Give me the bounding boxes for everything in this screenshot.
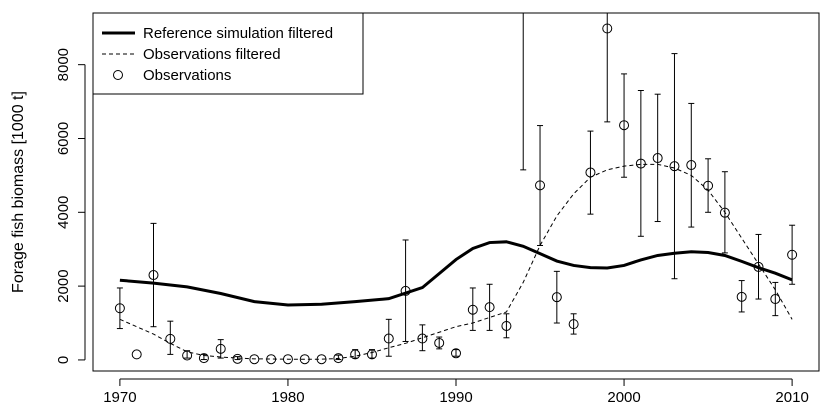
observation-point-1974 [182,350,193,361]
observation-point-1971 [131,349,142,360]
observation-point-1988 [417,333,428,344]
observations-filtered-line [119,163,793,360]
x-tick-label-1990: 1990 [439,389,472,406]
observation-point-1993 [501,320,512,331]
x-axis: 1970 1980 1990 2000 2010 [103,378,809,406]
y-tick-label-2000: 2000 [55,269,72,302]
observation-point-2010 [787,249,798,260]
observation-point-1995 [535,180,546,191]
observation-point-2007 [736,291,747,302]
observation-point-1981 [299,354,310,365]
observation-point-1986 [383,333,394,344]
observation-point-1992 [484,302,495,313]
observation-point-1972 [148,270,159,281]
legend: Reference simulation filtered Observatio… [92,12,364,95]
x-tick-label-2000: 2000 [607,389,640,406]
observation-point-1975 [198,353,209,364]
observation-point-1979 [266,354,277,365]
observation-point-2005 [703,180,714,191]
observation-point-1980 [282,354,293,365]
observation-point-1973 [165,333,176,344]
observation-point-1985 [366,349,377,360]
observation-point-1997 [568,319,579,330]
observation-point-1984 [350,349,361,360]
observation-point-1982 [316,354,327,365]
observation-points [114,23,798,365]
error-bars [116,13,796,361]
observation-point-1977 [232,353,243,364]
y-axis: 0 2000 4000 6000 8000 [55,48,86,364]
observation-point-1976 [215,343,226,354]
legend-box [92,12,364,95]
observation-point-1998 [585,167,596,178]
x-tick-label-1970: 1970 [103,389,136,406]
observation-point-2006 [719,207,730,218]
plot-frame [92,12,820,372]
legend-label-reference-simulation: Reference simulation filtered [143,25,333,42]
observation-point-2004 [686,160,697,171]
y-tick-label-4000: 4000 [55,196,72,229]
observation-point-1978 [249,354,260,365]
legend-label-observations: Observations [143,67,231,84]
observation-point-2009 [770,294,781,305]
observation-point-2002 [652,153,663,164]
legend-key-observations [113,70,123,80]
observation-point-2000 [619,120,630,131]
observation-point-1996 [551,292,562,303]
observation-point-1999 [602,23,613,34]
y-axis-title: Forage fish biomass [1000 t] [10,91,27,293]
observation-point-1990 [451,348,461,359]
y-tick-label-0: 0 [55,356,72,364]
x-tick-label-1980: 1980 [271,389,304,406]
observation-point-1987 [400,285,411,296]
observation-point-1970 [114,303,125,314]
observation-point-2003 [669,161,680,172]
y-tick-label-6000: 6000 [55,122,72,155]
plot-area [114,13,798,365]
observation-point-2001 [635,158,646,169]
y-tick-label-8000: 8000 [55,48,72,81]
observation-point-1989 [434,337,445,348]
reference-simulation-line [119,240,793,307]
observation-point-1991 [467,304,478,315]
x-tick-label-2010: 2010 [775,389,808,406]
observation-point-2008 [753,261,764,272]
legend-label-observations-filtered: Observations filtered [143,46,281,63]
observation-point-1983 [333,353,344,364]
